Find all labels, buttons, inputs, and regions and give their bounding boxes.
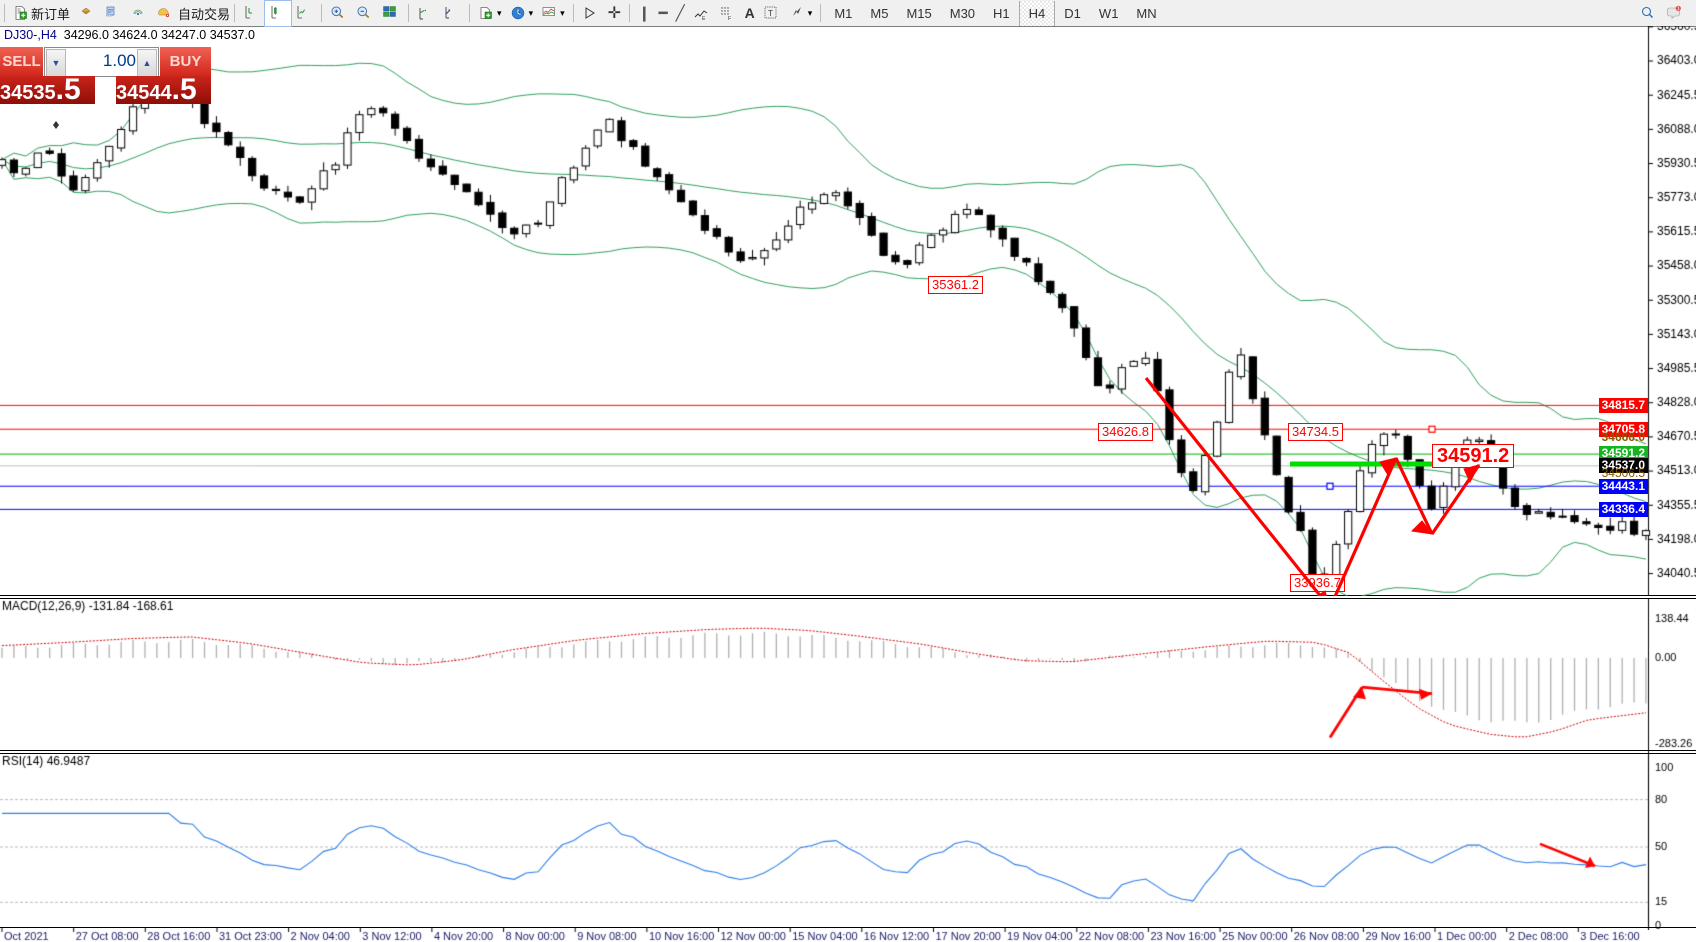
svg-text:T: T bbox=[768, 9, 773, 18]
svg-text:F: F bbox=[728, 16, 731, 21]
svg-text:E: E bbox=[702, 16, 706, 21]
